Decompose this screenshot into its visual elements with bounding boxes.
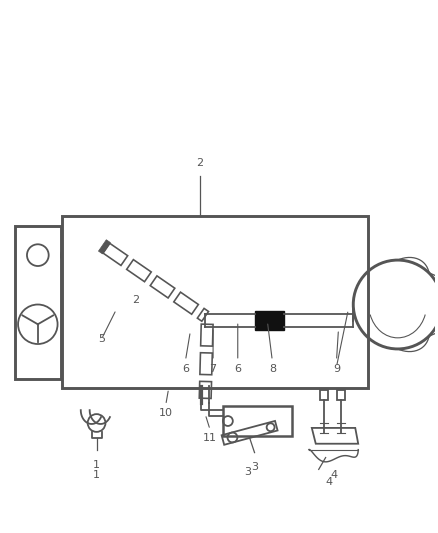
- Polygon shape: [99, 240, 110, 254]
- Text: 2: 2: [196, 158, 203, 168]
- Text: 7: 7: [209, 364, 217, 374]
- Text: 4: 4: [330, 470, 337, 480]
- Text: 3: 3: [244, 467, 251, 478]
- Bar: [320, 390, 328, 400]
- Text: 11: 11: [203, 433, 217, 443]
- Text: 5: 5: [98, 334, 105, 344]
- Text: 2: 2: [133, 295, 140, 304]
- Text: 4: 4: [325, 477, 332, 487]
- Text: 6: 6: [182, 364, 189, 374]
- Text: 3: 3: [251, 463, 258, 472]
- Text: 10: 10: [159, 408, 173, 418]
- Bar: [337, 390, 346, 400]
- Bar: [223, 406, 292, 436]
- Bar: [254, 311, 284, 330]
- Text: 8: 8: [269, 364, 276, 374]
- Text: 1: 1: [93, 459, 100, 470]
- Text: 9: 9: [333, 364, 340, 374]
- Bar: [14, 225, 61, 378]
- Text: 1: 1: [93, 470, 100, 480]
- Text: 6: 6: [234, 364, 241, 374]
- Bar: [62, 216, 368, 389]
